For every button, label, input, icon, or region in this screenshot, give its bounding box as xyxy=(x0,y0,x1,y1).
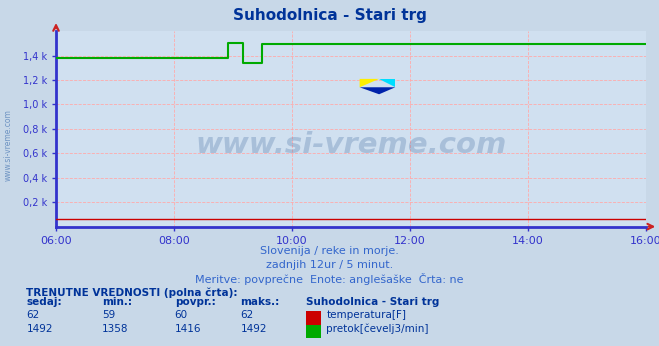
Text: 1358: 1358 xyxy=(102,324,129,334)
Text: temperatura[F]: temperatura[F] xyxy=(326,310,406,320)
Text: min.:: min.: xyxy=(102,297,132,307)
Polygon shape xyxy=(360,79,379,87)
Text: maks.:: maks.: xyxy=(241,297,280,307)
Text: zadnjih 12ur / 5 minut.: zadnjih 12ur / 5 minut. xyxy=(266,260,393,270)
Text: Suhodolnica - Stari trg: Suhodolnica - Stari trg xyxy=(233,8,426,23)
Text: 62: 62 xyxy=(26,310,40,320)
Polygon shape xyxy=(360,87,395,94)
Text: www.si-vreme.com: www.si-vreme.com xyxy=(3,109,13,181)
Text: 59: 59 xyxy=(102,310,115,320)
Text: sedaj:: sedaj: xyxy=(26,297,62,307)
Text: www.si-vreme.com: www.si-vreme.com xyxy=(195,130,507,158)
Text: Suhodolnica - Stari trg: Suhodolnica - Stari trg xyxy=(306,297,440,307)
Text: povpr.:: povpr.: xyxy=(175,297,215,307)
Text: 1416: 1416 xyxy=(175,324,201,334)
Text: Meritve: povprečne  Enote: anglešaške  Črta: ne: Meritve: povprečne Enote: anglešaške Črt… xyxy=(195,273,464,284)
Text: 1492: 1492 xyxy=(26,324,53,334)
Text: 1492: 1492 xyxy=(241,324,267,334)
Text: TRENUTNE VREDNOSTI (polna črta):: TRENUTNE VREDNOSTI (polna črta): xyxy=(26,287,238,298)
Text: pretok[čevelj3/min]: pretok[čevelj3/min] xyxy=(326,324,429,334)
Text: 62: 62 xyxy=(241,310,254,320)
Text: 60: 60 xyxy=(175,310,188,320)
Text: Slovenija / reke in morje.: Slovenija / reke in morje. xyxy=(260,246,399,256)
Polygon shape xyxy=(379,79,395,87)
